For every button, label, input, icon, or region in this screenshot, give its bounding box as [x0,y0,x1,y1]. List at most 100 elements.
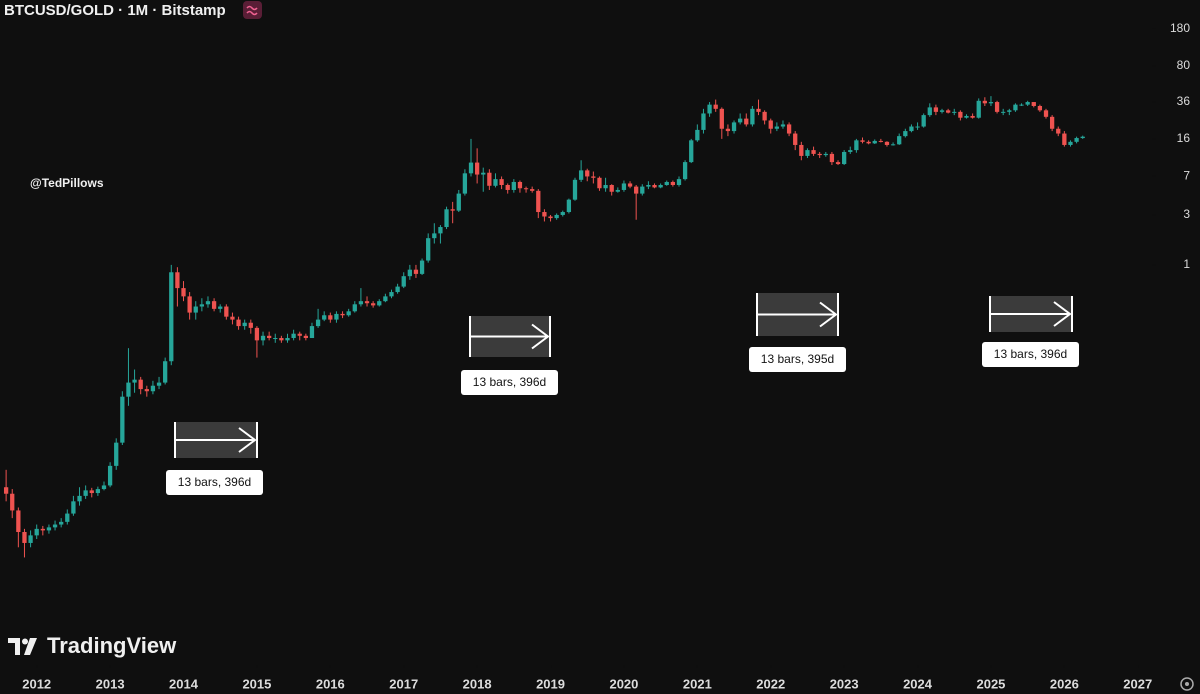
logo: TradingView [8,633,177,658]
candle-body [811,150,816,154]
candle-body [107,465,113,486]
candle-body [364,301,370,304]
candle-body [1001,111,1006,113]
x-tick-label: 2020 [609,676,638,691]
candle-body [199,304,205,307]
candle-body [786,124,792,134]
candle-body [346,311,351,316]
x-tick-label: 2016 [316,676,345,691]
candle-body [150,385,156,392]
range-label-box [166,470,263,495]
candle-body [952,111,957,113]
candle-body [138,379,143,390]
candle-body [719,108,724,129]
candle-body [878,140,883,142]
settings-icon[interactable] [1180,677,1194,691]
candle-body [487,172,492,186]
candle-body [1037,105,1043,111]
candle-body [884,141,890,145]
candle-body [260,335,266,341]
candle-body [144,389,149,392]
candle-body [450,209,455,211]
candle-body [982,100,987,104]
candle-body [285,338,290,341]
candle-body [407,269,412,277]
candle-body [126,382,131,397]
candle-body [554,214,559,219]
candle-body [676,179,682,186]
candle-body [548,216,553,219]
candle-body [181,288,186,297]
candle-body [994,102,1000,112]
candle-body [578,170,584,180]
candle-body [114,442,119,466]
candle-body [750,108,755,125]
x-tick-label: 2025 [976,676,1005,691]
x-tick-label: 2015 [242,676,271,691]
candle-body [462,173,468,194]
x-tick-label: 2012 [22,676,51,691]
candle-body [964,115,969,118]
candle-body [101,485,107,490]
candle-body [970,115,975,118]
range-arrow-head [1053,301,1072,327]
candle-body [163,361,168,383]
candle-body [670,181,676,186]
candle-body [713,104,718,109]
candle-body [897,136,902,145]
range-label: 13 bars, 395d [761,352,834,366]
candle-body [860,140,865,142]
candle-body [646,185,651,187]
candle-body [1007,110,1012,112]
candle-body [456,193,461,211]
candle-body [682,162,688,180]
candle-body [22,532,27,543]
range-arrow-head [819,301,838,328]
candle-body [395,286,400,293]
x-tick-label: 2014 [169,676,199,691]
candle-body [634,186,639,194]
candle-body [322,315,327,320]
candle-body [71,501,76,514]
candle-body [95,489,101,494]
candle-body [689,140,694,163]
candle-body [401,276,406,287]
candle-body [273,338,278,340]
candle-body [927,107,932,116]
candle-body [768,120,773,129]
candle-body [903,131,908,137]
candle-body [1019,104,1024,106]
candle-body [340,313,345,316]
range-label-box [982,342,1079,367]
candle-body [909,126,914,132]
x-tick-label: 2026 [1050,676,1079,691]
candle-body [621,183,627,190]
candle-body [701,113,706,130]
candle-body [432,233,437,239]
candle-body [242,322,247,327]
candle-body [383,296,388,302]
candle-body [664,181,669,186]
candle-body [236,319,241,327]
candle-body [597,177,602,189]
candle-body [1043,110,1049,117]
candle-body [652,185,657,188]
candle-body [939,110,945,112]
y-tick-label: 1 [1183,257,1190,271]
candle-body [523,188,529,190]
candle-body [1013,104,1018,111]
candle-body [297,333,302,336]
candle-body [756,108,761,112]
candle-body [65,513,70,522]
candle-body [817,153,822,156]
candle-body [413,269,419,274]
candle-body [175,272,180,289]
y-tick-label: 3 [1183,207,1190,221]
candle-body [193,306,198,313]
x-tick-label: 2013 [96,676,125,691]
candle-body [976,100,981,118]
candle-body [444,209,449,228]
candle-body [762,111,767,121]
y-tick-label: 16 [1177,131,1191,145]
